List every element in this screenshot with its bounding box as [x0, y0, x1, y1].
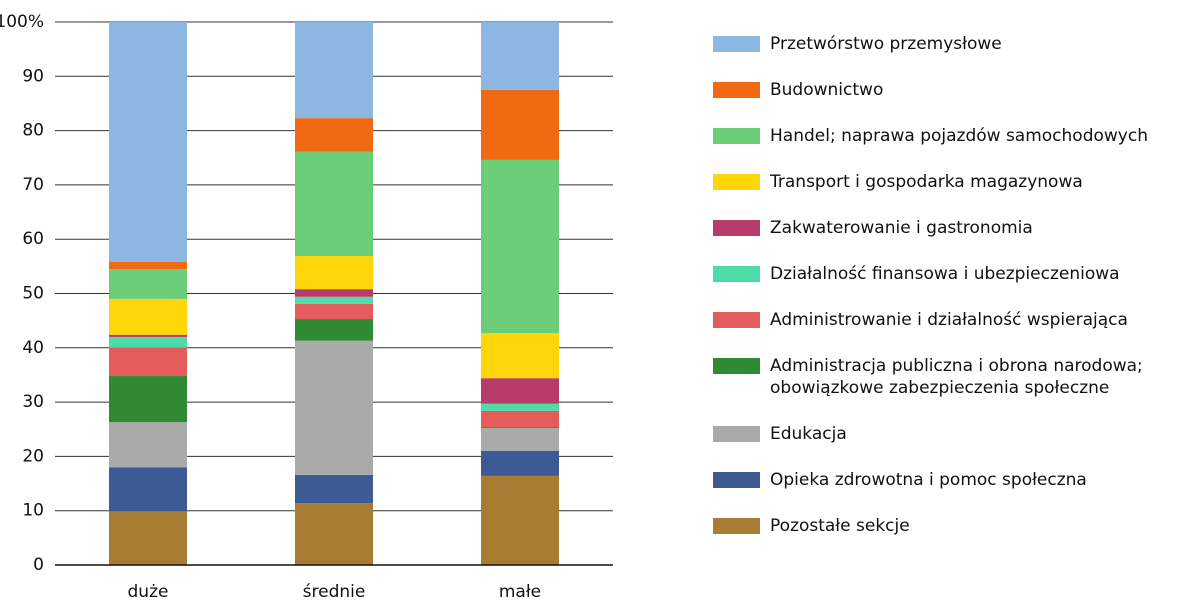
y-tick-label: 80: [22, 121, 44, 141]
legend-swatch: [713, 36, 760, 52]
legend-label: Handel; naprawa pojazdów samochodowych: [770, 126, 1148, 146]
legend-swatch: [713, 472, 760, 488]
legend-item: Zakwaterowanie i gastronomia: [713, 217, 1197, 239]
bar-segment: [295, 303, 373, 320]
bar-segment: [481, 333, 559, 379]
legend-swatch: [713, 174, 760, 190]
y-tick-label: 90: [22, 66, 44, 86]
legend-label: Administracja publiczna i obrona narodow…: [770, 356, 1143, 398]
bar-segment: [295, 256, 373, 290]
legend: Przetwórstwo przemysłowe Budownictwo Hande…: [713, 33, 1197, 537]
bar-segment: [295, 22, 373, 119]
y-tick-label: 0: [33, 555, 44, 575]
legend-item: Opieka zdrowotna i pomoc społeczna: [713, 469, 1197, 491]
legend-item: Edukacja: [713, 423, 1197, 445]
legend-label: Edukacja: [770, 424, 847, 444]
bar-segment: [481, 22, 559, 90]
bar-segment: [109, 467, 187, 512]
bar-segment: [109, 376, 187, 423]
legend-label: Opieka zdrowotna i pomoc społeczna: [770, 470, 1087, 490]
legend-swatch: [713, 358, 760, 374]
bar-segment: [295, 474, 373, 504]
legend-item: Handel; naprawa pojazdów samochodowych: [713, 125, 1197, 147]
legend-item: Działalność finansowa i ubezpieczeniowa: [713, 263, 1197, 285]
legend-swatch: [713, 518, 760, 534]
bar-segment: [481, 378, 559, 404]
bar-segment: [295, 503, 373, 565]
legend-item: Budownictwo: [713, 79, 1197, 101]
legend-label: Działalność finansowa i ubezpieczeniowa: [770, 264, 1120, 284]
legend-item: Przetwórstwo przemysłowe: [713, 33, 1197, 55]
bar-segment: [481, 89, 559, 160]
y-tick-label: 70: [22, 175, 44, 195]
x-tick-label: małe: [499, 582, 541, 602]
legend-item: Pozostałe sekcje: [713, 515, 1197, 537]
legend-swatch: [713, 312, 760, 328]
legend-label: Transport i gospodarka magazynowa: [770, 172, 1083, 192]
bar-segment: [109, 22, 187, 263]
chart: 0 10 20 30 40 50 60 70 80 90 100% duże średnie małe: [0, 12, 613, 602]
bar-segment: [481, 410, 559, 428]
legend-swatch: [713, 266, 760, 282]
legend-item: Administrowanie i działalność wspierając…: [713, 309, 1197, 331]
y-tick-label: 10: [22, 501, 44, 521]
legend-swatch: [713, 426, 760, 442]
bar-segment: [295, 289, 373, 297]
bar-segment: [295, 151, 373, 257]
bar-segment: [481, 428, 559, 451]
bar-segment: [109, 298, 187, 335]
bar-segment: [481, 450, 559, 476]
bar-segment: [481, 475, 559, 565]
x-tick-label: duże: [128, 582, 169, 602]
bar-segment: [481, 427, 559, 429]
legend-label: Zakwaterowanie i gastronomia: [770, 218, 1033, 238]
bar-segment: [295, 319, 373, 341]
bar-segment: [481, 159, 559, 334]
bar-segment: [295, 118, 373, 152]
legend-label: Przetwórstwo przemysłowe: [770, 34, 1002, 54]
bar-segment: [109, 336, 187, 348]
legend-swatch: [713, 82, 760, 98]
bar-segment: [109, 269, 187, 299]
y-tick-label: 20: [22, 446, 44, 466]
legend-label: Pozostałe sekcje: [770, 516, 910, 536]
y-tick-label: 50: [22, 284, 44, 304]
bar-segment: [481, 403, 559, 411]
legend-label: Administrowanie i działalność wspierając…: [770, 310, 1128, 330]
bar-segment: [109, 334, 187, 337]
legend-item: Administracja publiczna i obrona narodow…: [713, 355, 1197, 399]
y-tick-label: 60: [22, 229, 44, 249]
bar-segment: [109, 511, 187, 565]
legend-swatch: [713, 220, 760, 236]
bar-segment: [295, 340, 373, 475]
y-tick-label: 100%: [0, 12, 44, 32]
bar-segment: [295, 296, 373, 304]
legend-swatch: [713, 128, 760, 144]
bar-segment: [109, 422, 187, 468]
y-tick-label: 30: [22, 392, 44, 412]
y-tick-label: 40: [22, 338, 44, 358]
bar-segment: [109, 262, 187, 270]
legend-item: Transport i gospodarka magazynowa: [713, 171, 1197, 193]
x-tick-label: średnie: [303, 582, 366, 602]
legend-label: Budownictwo: [770, 80, 884, 100]
bar-segment: [109, 347, 187, 377]
